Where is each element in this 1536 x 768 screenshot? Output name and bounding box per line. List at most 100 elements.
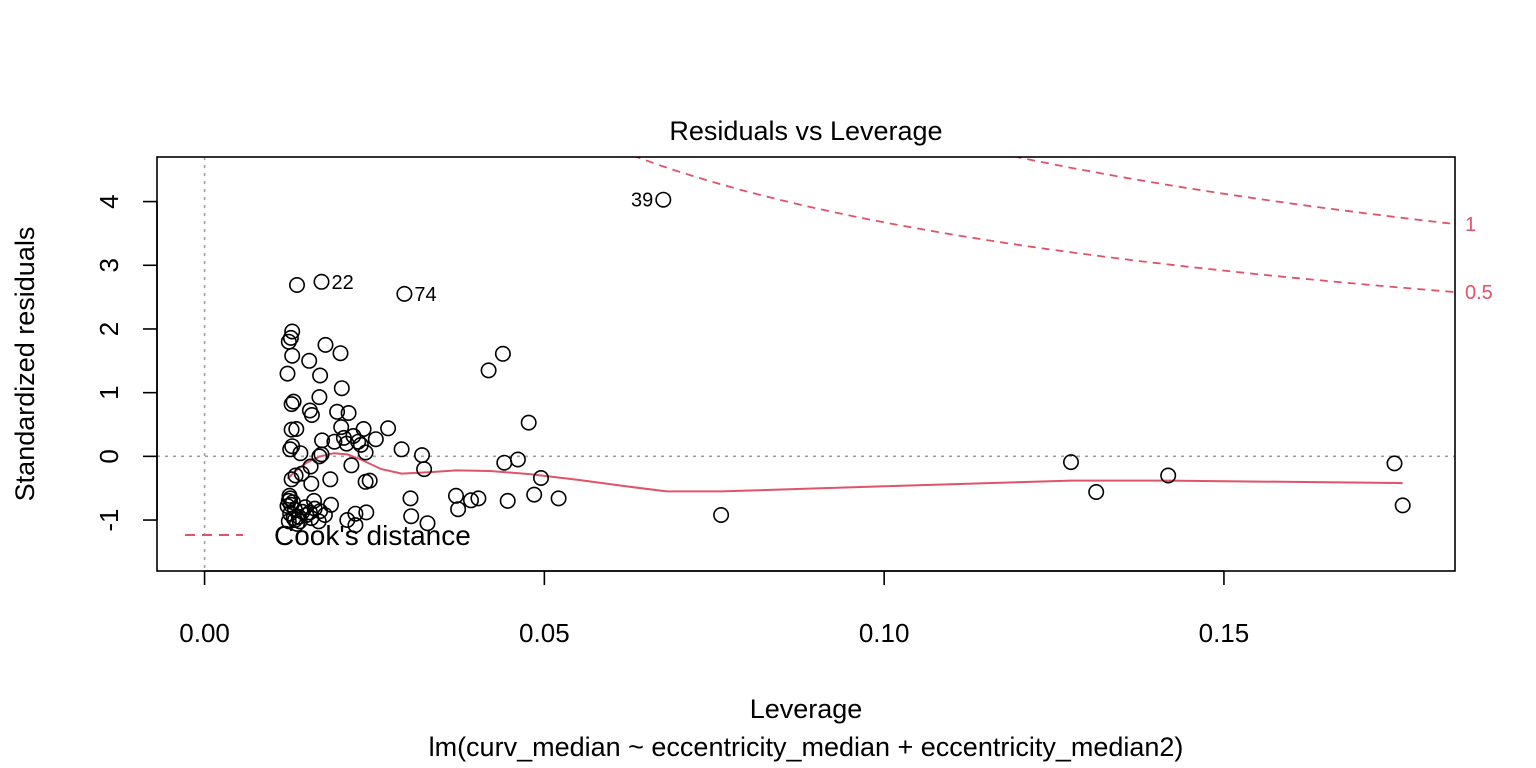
cooks-distance-contours — [634, 157, 1455, 293]
y-tick-label: 1 — [94, 385, 124, 399]
x-axis-label: Leverage — [750, 694, 863, 724]
data-point — [340, 404, 357, 421]
data-point — [358, 504, 375, 521]
data-point — [347, 505, 364, 522]
data-point — [1063, 454, 1080, 471]
data-point — [350, 433, 367, 450]
data-point — [499, 492, 516, 509]
cooks-contour-1 — [1012, 157, 1455, 225]
data-point — [343, 457, 360, 474]
data-point — [287, 467, 304, 484]
data-point — [282, 329, 299, 346]
data-point — [396, 285, 413, 302]
data-point — [380, 420, 397, 437]
data-point — [288, 420, 305, 437]
data-point — [1088, 483, 1105, 500]
x-tick-label: 0.00 — [179, 618, 230, 648]
data-point — [301, 504, 318, 521]
x-tick-label: 0.05 — [519, 618, 570, 648]
cooks-contour-labels: 10.5 — [1465, 214, 1493, 304]
data-point — [282, 490, 299, 507]
plot-frame — [156, 156, 1456, 572]
data-point — [317, 336, 334, 353]
data-point — [311, 389, 328, 406]
data-point — [333, 419, 350, 436]
data-point — [292, 445, 309, 462]
data-point — [352, 436, 369, 453]
data-point — [291, 513, 308, 530]
y-tick-label: 4 — [94, 194, 124, 208]
data-point — [509, 451, 526, 468]
data-point — [283, 396, 300, 413]
smoother-group — [286, 452, 1403, 493]
data-point — [367, 431, 384, 448]
data-point — [419, 515, 436, 532]
data-point — [462, 492, 479, 509]
data-point — [496, 454, 513, 471]
data-point — [416, 461, 433, 478]
cooks-label-0.5: 0.5 — [1465, 282, 1493, 304]
y-axis-label: Standardized residuals — [10, 227, 40, 502]
data-point — [655, 191, 672, 208]
y-tick-label: 3 — [94, 258, 124, 272]
data-point — [494, 345, 511, 362]
data-point — [1394, 497, 1411, 514]
data-point — [285, 393, 302, 410]
data-point — [532, 469, 549, 486]
data-point — [480, 362, 497, 379]
legend-label: Cook's distance — [274, 520, 471, 551]
data-point — [310, 513, 327, 530]
smoother-line — [286, 452, 1403, 493]
cooks-contour-0.5 — [634, 157, 1455, 293]
data-point — [402, 490, 419, 507]
y-tick-label: -1 — [94, 508, 124, 531]
data-point — [301, 352, 318, 369]
data-point — [313, 273, 330, 290]
point-label-74: 74 — [414, 284, 436, 306]
data-point — [329, 403, 346, 420]
data-point — [303, 475, 320, 492]
data-point — [279, 497, 296, 514]
data-point — [393, 441, 410, 458]
point-labels: 39 22 74 — [331, 190, 653, 306]
data-point — [282, 441, 299, 458]
data-point — [322, 471, 339, 488]
data-point — [470, 490, 487, 507]
data-point — [361, 472, 378, 489]
data-points — [279, 191, 1411, 534]
model-formula-label: lm(curv_median ~ eccentricity_median + e… — [429, 732, 1184, 762]
data-point — [347, 517, 364, 534]
data-point — [303, 406, 320, 423]
data-point — [520, 414, 537, 431]
cooks-label-1: 1 — [1465, 214, 1476, 236]
data-point — [339, 511, 356, 528]
reference-lines — [157, 157, 1455, 571]
data-point — [283, 421, 300, 438]
data-point — [450, 501, 467, 518]
data-point — [280, 513, 297, 530]
data-point — [526, 486, 543, 503]
x-tick-label: 0.15 — [1199, 618, 1250, 648]
data-point — [311, 448, 328, 465]
data-point — [316, 506, 333, 523]
data-point — [332, 345, 349, 362]
data-point — [413, 447, 430, 464]
data-point — [333, 380, 350, 397]
data-point — [357, 444, 374, 461]
data-point — [288, 276, 305, 293]
data-point — [284, 323, 301, 340]
data-point — [284, 347, 301, 364]
data-point — [1386, 455, 1403, 472]
legend: Cook's distance — [185, 520, 471, 551]
y-tick-label: 0 — [94, 449, 124, 463]
data-point — [326, 433, 343, 450]
data-point — [312, 367, 329, 384]
data-point — [403, 508, 420, 525]
x-axis: 0.00 0.05 0.10 0.15 — [179, 570, 1250, 648]
point-label-22: 22 — [331, 272, 353, 294]
y-tick-label: 2 — [94, 322, 124, 336]
point-label-39: 39 — [631, 190, 653, 212]
data-point — [313, 446, 330, 463]
data-point — [284, 494, 301, 511]
